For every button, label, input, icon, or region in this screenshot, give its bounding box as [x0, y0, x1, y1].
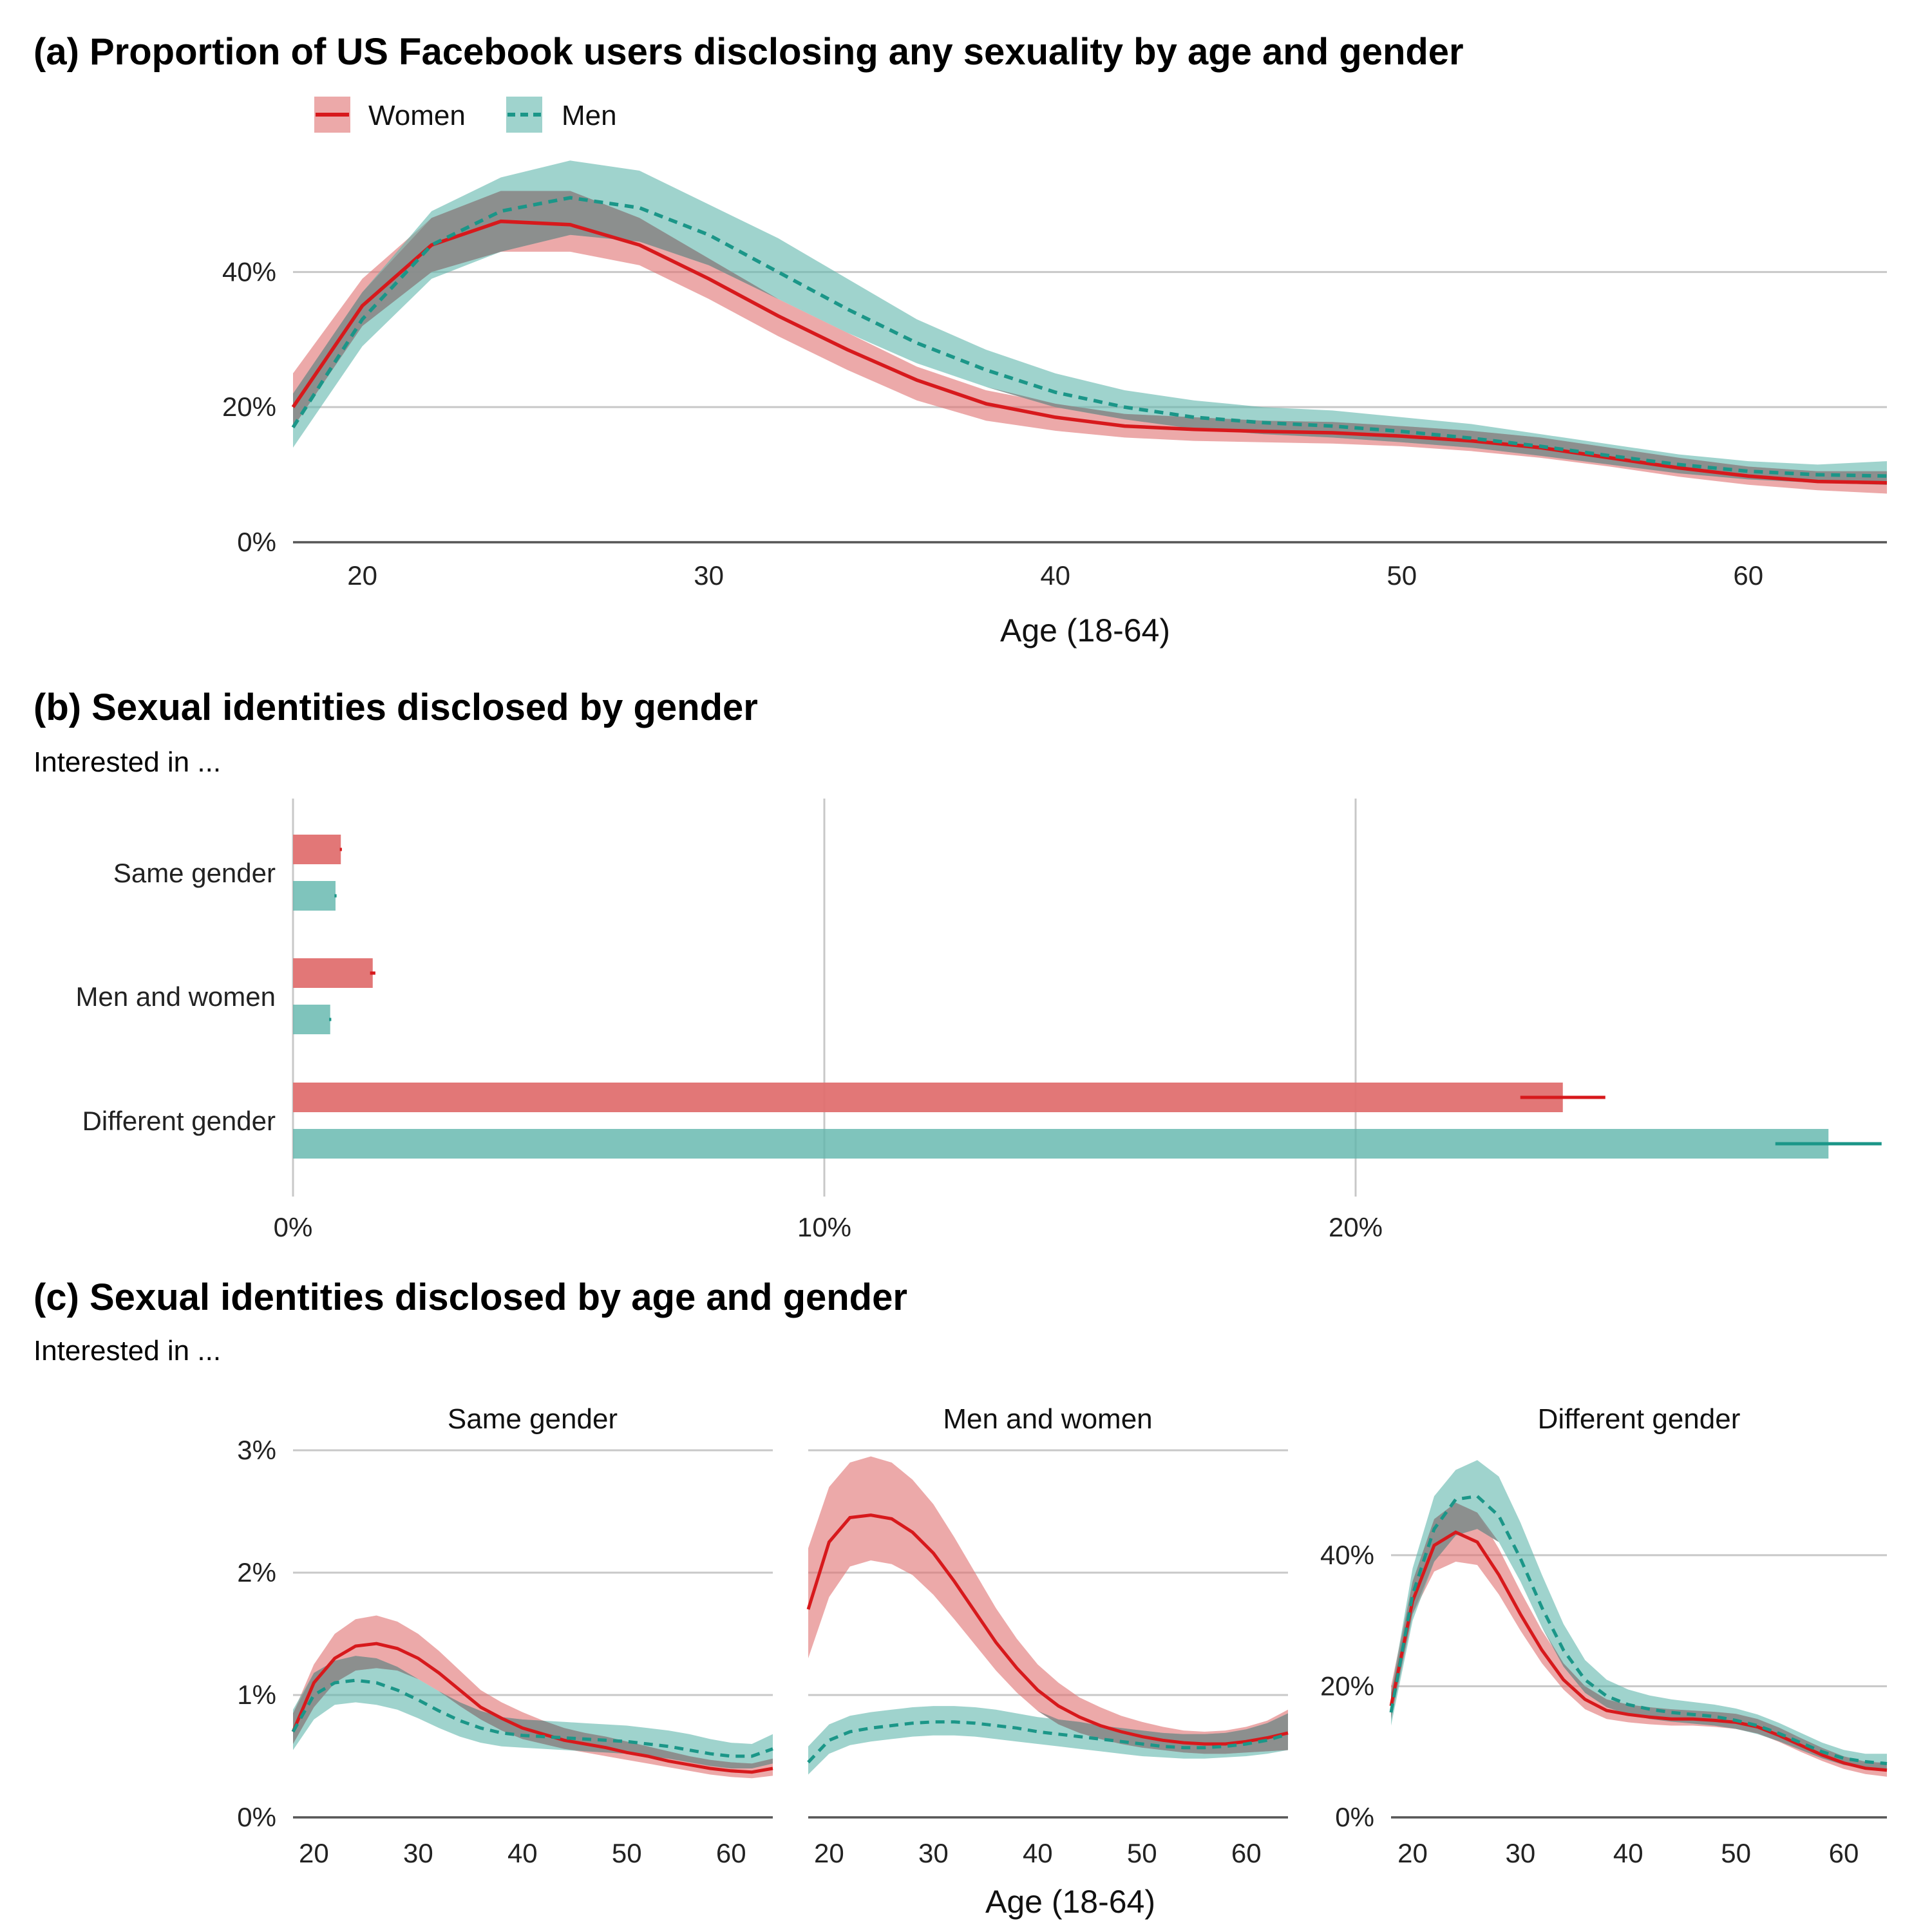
panel-a-women-line: [291, 219, 1888, 485]
panel-c-xtick-label: 50: [612, 1838, 642, 1868]
panel-b-bar-men: [293, 1129, 1829, 1159]
panel-a-plot: 0% 20% 40% 20 30 40 50 60: [222, 160, 1888, 591]
panel-c-ytick-label: 0%: [1335, 1802, 1374, 1832]
panel-c-xtick-label: 20: [1397, 1838, 1428, 1868]
panel-c-men-line: [807, 1720, 1289, 1764]
panel-b-xtick-label: 0%: [274, 1212, 313, 1242]
panel-a-ytick-label: 0%: [237, 527, 276, 557]
panel-b-bar-women: [293, 835, 341, 864]
panel-b-title: (b) Sexual identities disclosed by gende…: [33, 687, 758, 728]
panel-c-xtick-label: 30: [918, 1838, 949, 1868]
panel-b-bar-women: [293, 958, 373, 988]
panel-c-facet: Same gender 0% 1% 2% 3% 20 30 40 50 60: [237, 1403, 773, 1868]
panel-c-women-ci-band: [808, 1456, 1288, 1754]
panel-c-facet: Different gender 0% 20% 40% 20 30 40 50 60: [1320, 1403, 1888, 1868]
panel-c-xlabel: Age (18-64): [985, 1884, 1155, 1920]
panel-b: (b) Sexual identities disclosed by gende…: [33, 687, 1882, 1242]
panel-a-xtick-label: 50: [1387, 560, 1417, 591]
panel-c-xtick-label: 40: [1023, 1838, 1053, 1868]
panel-c-xtick-label: 50: [1127, 1838, 1157, 1868]
panel-a: (a) Proportion of US Facebook users disc…: [33, 31, 1888, 649]
panel-c-xtick-label: 60: [1231, 1838, 1262, 1868]
panel-b-category-label: Men and women: [75, 981, 276, 1012]
panel-a-xtick-label: 30: [694, 560, 724, 591]
panel-c-men-ci-band: [1391, 1460, 1887, 1770]
panel-c-xtick-label: 40: [507, 1838, 538, 1868]
panel-c-xtick-label: 30: [1506, 1838, 1536, 1868]
panel-a-title: (a) Proportion of US Facebook users disc…: [33, 31, 1464, 73]
panel-b-bar-men: [293, 881, 336, 911]
panel-c-men-line: [291, 1678, 773, 1758]
panel-b-plot: 0% 10% 20% Same gender Men and women Differen…: [75, 799, 1882, 1242]
panel-b-xtick-label: 20%: [1329, 1212, 1383, 1242]
panel-b-bar-women: [293, 1083, 1563, 1112]
panel-c-ytick-label: 3%: [237, 1435, 276, 1465]
panel-a-women-ci-band: [293, 191, 1887, 494]
panel-c-xtick-label: 50: [1721, 1838, 1751, 1868]
panel-c-facet-label: Men and women: [943, 1403, 1152, 1435]
panel-c-ytick-label: 40%: [1320, 1540, 1374, 1570]
panel-c-ytick-label: 2%: [237, 1557, 276, 1587]
panel-b-bar-men: [293, 1005, 330, 1034]
panel-c-title: (c) Sexual identities disclosed by age a…: [33, 1276, 907, 1318]
panel-a-xtick-label: 60: [1733, 560, 1763, 591]
panel-c-ytick-label: 20%: [1320, 1671, 1374, 1701]
panel-c-women-line: [806, 1513, 1289, 1746]
legend-women-label: Women: [368, 100, 466, 131]
panel-c-men-ci-band: [293, 1656, 773, 1768]
panel-c-facet: Men and women 20 30 40 50 60: [806, 1403, 1289, 1868]
panel-c-xtick-label: 20: [299, 1838, 329, 1868]
panel-a-men-ci-band: [293, 160, 1887, 485]
panel-c-ci-overlap: [808, 1560, 1288, 1754]
panel-c-ci-overlap: [293, 1656, 773, 1768]
panel-c-subtitle: Interested in ...: [33, 1335, 221, 1367]
panel-a-ytick-label: 40%: [222, 256, 276, 287]
panel-a-xtick-label: 40: [1040, 560, 1070, 591]
panel-a-men-line: [291, 196, 1888, 478]
panel-c-ytick-label: 1%: [237, 1680, 276, 1710]
panel-c-facet-label: Same gender: [448, 1403, 618, 1435]
panel-c: (c) Sexual identities disclosed by age a…: [33, 1276, 1888, 1920]
panel-c-xtick-label: 60: [1829, 1838, 1859, 1868]
panel-c-women-line: [291, 1642, 773, 1774]
panel-c-xtick-label: 30: [403, 1838, 433, 1868]
panel-b-category-label: Different gender: [82, 1106, 276, 1136]
panel-b-subtitle: Interested in ...: [33, 746, 221, 778]
panel-a-ci-overlap: [293, 191, 1887, 485]
panel-c-xtick-label: 40: [1613, 1838, 1643, 1868]
panel-c-women-ci-band: [1391, 1502, 1887, 1777]
panel-a-ytick-label: 20%: [222, 392, 276, 422]
panel-c-ytick-label: 0%: [237, 1802, 276, 1832]
legend-men-label: Men: [562, 100, 617, 131]
panel-c-facet-label: Different gender: [1538, 1403, 1741, 1435]
panel-c-xtick-label: 20: [814, 1838, 844, 1868]
panel-b-xtick-label: 10%: [797, 1212, 851, 1242]
panel-a-xtick-label: 20: [347, 560, 377, 591]
panel-b-category-label: Same gender: [113, 858, 276, 888]
panel-c-women-line: [1389, 1530, 1888, 1772]
panel-c-xtick-label: 60: [716, 1838, 746, 1868]
panel-a-xlabel: Age (18-64): [1000, 612, 1170, 649]
legend: Women Men: [314, 97, 617, 133]
